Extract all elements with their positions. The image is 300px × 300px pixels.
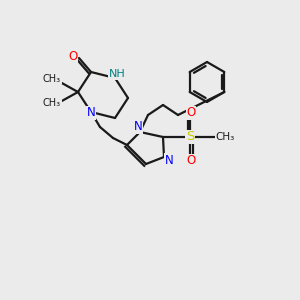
Text: N: N bbox=[165, 154, 173, 166]
Text: NH: NH bbox=[109, 69, 125, 79]
Text: N: N bbox=[134, 121, 142, 134]
Text: N: N bbox=[87, 106, 95, 119]
Text: O: O bbox=[68, 50, 78, 64]
Text: CH₃: CH₃ bbox=[215, 132, 235, 142]
Text: O: O bbox=[186, 106, 196, 119]
Text: S: S bbox=[186, 130, 194, 143]
Text: CH₃: CH₃ bbox=[43, 98, 61, 108]
Text: CH₃: CH₃ bbox=[43, 74, 61, 84]
Text: O: O bbox=[186, 154, 196, 167]
